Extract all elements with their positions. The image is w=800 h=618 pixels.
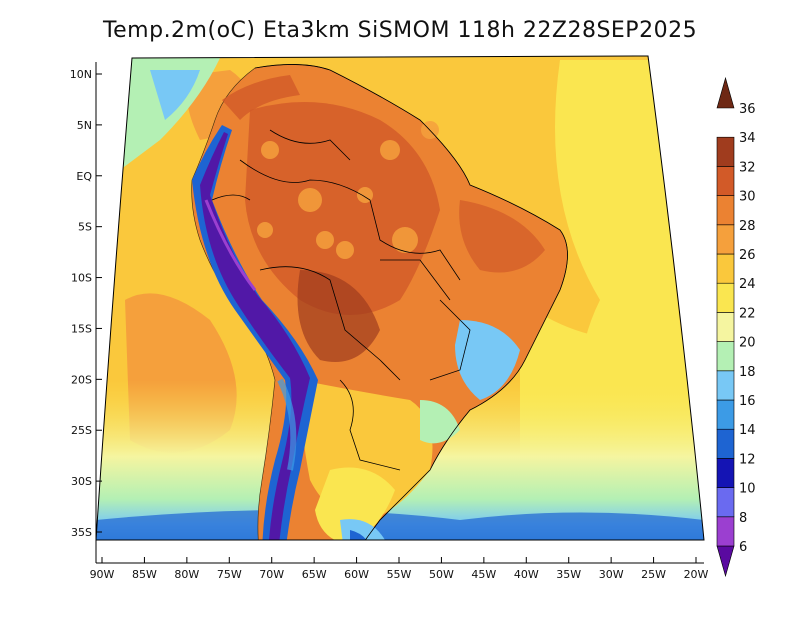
lat-tick-label: 10N [70,68,92,81]
lon-tick-label: 80W [174,568,199,581]
colorbar-label: 18 [739,365,756,380]
lat-tick-label: 25S [71,424,92,437]
colorbar-swatch [716,428,735,459]
colorbar-label: 8 [739,511,747,526]
map-title: Temp.2m(oC) Eta3km SiSMOM 118h 22Z28SEP2… [102,18,698,43]
lon-tick-label: 85W [132,568,157,581]
colorbar-label: 30 [739,190,756,205]
colorbar-swatch [716,399,735,430]
lon-tick-label: 65W [302,568,327,581]
lon-tick-label: 20W [684,568,709,581]
colorbar-label: 28 [739,219,756,234]
colorbar-swatch [716,312,735,342]
colorbar-label: 24 [739,277,756,292]
colorbar-label: 10 [739,482,756,497]
colorbar-swatch [716,136,735,167]
lat-tick-label: 30S [71,475,92,488]
lat-tick-label: EQ [76,170,92,183]
colorbar-swatch [716,195,735,226]
colorbar-label: 12 [739,452,756,467]
colorbar-label: 26 [739,248,756,263]
colorbar-swatch [716,458,735,488]
colorbar-swatch [716,341,735,372]
colorbar-arrow-high [716,76,735,109]
colorbar-swatch [716,370,735,401]
colorbar-label: 22 [739,306,756,321]
lon-tick-label: 25W [641,568,666,581]
colorbar-swatch [716,282,735,313]
longitude-axis: 90W 85W 80W 75W 70W 65W 60W 55W 50W 45W 40W 35W 30W 2… [90,557,709,581]
lat-tick-label: 5S [78,221,92,234]
lat-tick-label: 5N [77,119,92,132]
lon-tick-label: 35W [556,568,581,581]
colorbar-swatch [716,487,735,518]
lon-tick-label: 50W [429,568,454,581]
lon-tick-label: 90W [90,568,115,581]
colorbar-label: 34 [739,131,756,146]
lon-tick-label: 30W [599,568,624,581]
colorbar-label: 36 [739,102,756,117]
colorbar-swatch [716,516,735,547]
temperature-field [96,56,704,540]
colorbar-label: 20 [739,336,756,351]
colorbar-swatch [716,224,735,255]
colorbar: 6 8 10 12 14 16 18 20 22 24 26 28 30 32 34 36 [716,76,756,578]
lon-tick-label: 75W [217,568,242,581]
lat-tick-label: 15S [71,322,92,335]
lat-tick-label: 10S [71,272,92,285]
colorbar-label: 16 [739,394,756,409]
lon-tick-label: 55W [387,568,412,581]
colorbar-swatch [716,253,735,284]
latitude-axis: 10N 5N EQ 5S 10S 15S 20S 25S 30S 35S [70,68,102,539]
map-frame [95,55,705,541]
colorbar-label: 32 [739,160,756,175]
colorbar-label: 6 [739,540,747,555]
lon-tick-label: 40W [514,568,539,581]
lon-tick-label: 60W [344,568,369,581]
lon-tick-label: 70W [259,568,284,581]
colorbar-label: 14 [739,423,756,438]
colorbar-arrow-low [716,545,735,578]
lon-tick-label: 45W [471,568,496,581]
lat-tick-label: 35S [71,526,92,539]
colorbar-swatch [716,166,735,196]
lat-tick-label: 20S [71,373,92,386]
country-borders [211,64,568,540]
